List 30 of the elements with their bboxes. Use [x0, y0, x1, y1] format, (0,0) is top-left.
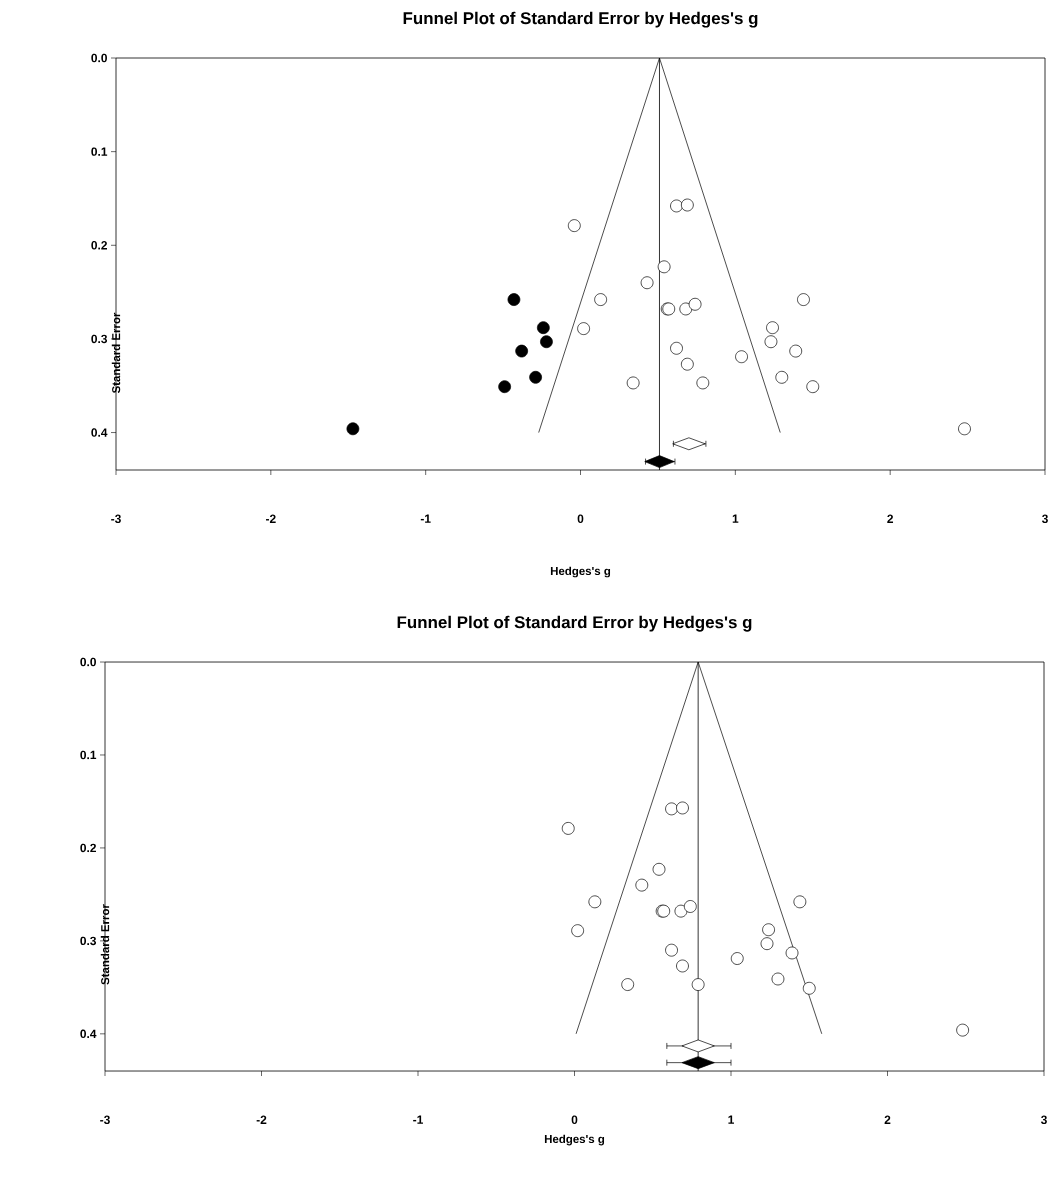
x-tick-label: -3 — [100, 1115, 110, 1125]
x-axis-title: Hedges's g — [550, 566, 611, 578]
y-tick-label: 0.4 — [91, 428, 108, 437]
y-axis-title: Standard Error — [100, 904, 110, 985]
x-tick-label: 2 — [884, 1115, 891, 1124]
y-tick-label: 0.0 — [91, 53, 107, 63]
x-axis-title: Hedges's g — [544, 1134, 605, 1146]
chart-title: Funnel Plot of Standard Error by Hedges's g — [403, 11, 758, 28]
x-tick-label: 1 — [728, 1115, 734, 1124]
x-tick-label: -2 — [265, 514, 276, 523]
y-tick-label: 0.4 — [80, 1029, 97, 1039]
x-tick-label: 1 — [732, 514, 739, 523]
y-tick-label: 0.0 — [80, 657, 96, 667]
x-tick-label: 2 — [887, 514, 894, 523]
x-tick-label: -1 — [413, 1115, 423, 1124]
y-tick-label: 0.2 — [91, 241, 107, 250]
y-tick-label: 0.3 — [91, 334, 108, 344]
x-tick-label: 3 — [1041, 514, 1048, 524]
y-tick-label: 0.2 — [80, 843, 96, 853]
x-tick-label: 0 — [571, 1115, 578, 1124]
x-tick-label: -3 — [111, 514, 121, 524]
x-tick-label: 3 — [1040, 1115, 1047, 1125]
x-tick-label: -1 — [420, 514, 431, 523]
y-tick-label: 0.3 — [80, 936, 97, 946]
chart-title: Funnel Plot of Standard Error by Hedges's g — [397, 615, 752, 632]
y-tick-label: 0.1 — [91, 147, 108, 156]
x-tick-label: 0 — [577, 514, 584, 523]
y-tick-label: 0.1 — [80, 750, 97, 760]
y-axis-title: Standard Error — [111, 312, 121, 394]
x-tick-label: -2 — [256, 1115, 267, 1124]
